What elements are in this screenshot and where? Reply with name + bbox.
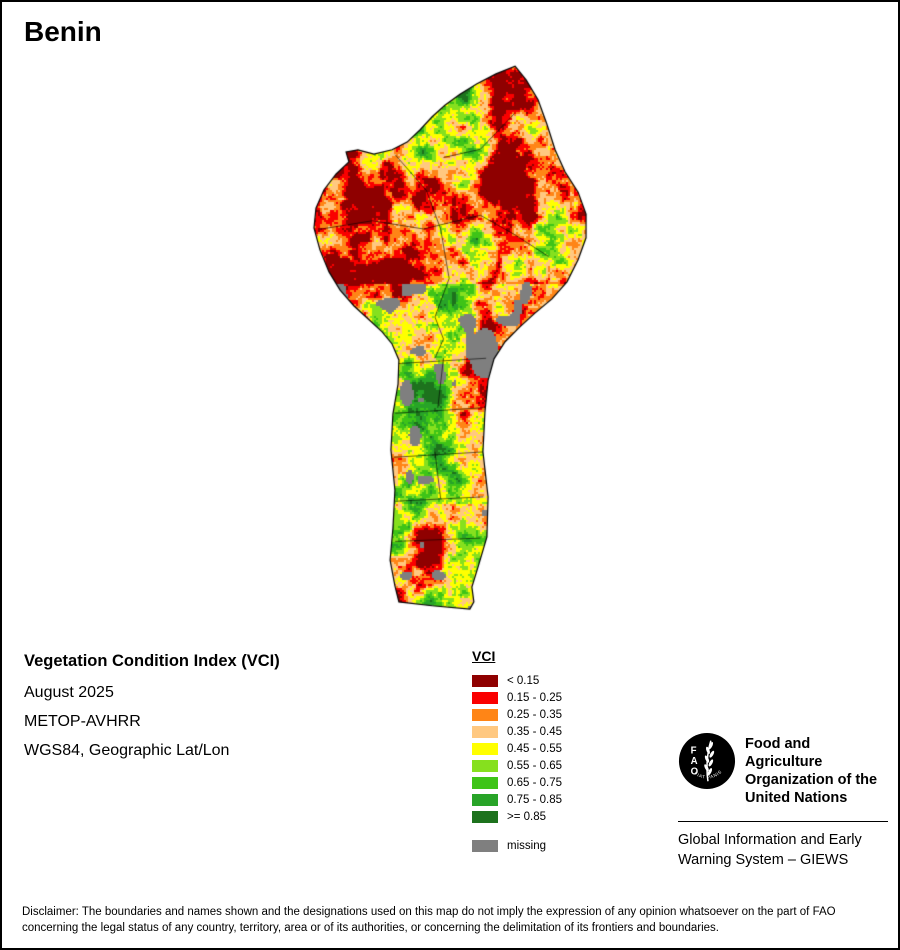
fao-logo-letter: F xyxy=(691,745,697,756)
legend-item: >= 0.85 xyxy=(472,808,562,825)
fao-attribution: F A O FIAT PANIS Food and Agriculture Or… xyxy=(678,732,888,870)
legend-swatch xyxy=(472,839,498,852)
legend-label: 0.65 - 0.75 xyxy=(507,776,562,789)
legend-swatch xyxy=(472,742,498,755)
legend-label: 0.45 - 0.55 xyxy=(507,742,562,755)
fao-logo-letter: O xyxy=(691,767,699,778)
legend-title: VCI xyxy=(472,648,496,664)
legend-label: 0.15 - 0.25 xyxy=(507,691,562,704)
legend-item: 0.55 - 0.65 xyxy=(472,757,562,774)
legend-swatch xyxy=(472,708,498,721)
legend-label: 0.55 - 0.65 xyxy=(507,759,562,772)
legend-swatch xyxy=(472,691,498,704)
projection-name: WGS84, Geographic Lat/Lon xyxy=(24,742,230,759)
legend-label: 0.75 - 0.85 xyxy=(507,793,562,806)
legend-swatch xyxy=(472,810,498,823)
legend-item: 0.15 - 0.25 xyxy=(472,689,562,706)
sensor-name: METOP-AVHRR xyxy=(24,713,141,730)
legend-item: < 0.15 xyxy=(472,672,562,689)
legend-label: >= 0.85 xyxy=(507,810,547,823)
legend-swatch xyxy=(472,725,498,738)
fao-logo-letter: A xyxy=(691,756,698,767)
legend-item: 0.65 - 0.75 xyxy=(472,774,562,791)
legend-item: 0.35 - 0.45 xyxy=(472,723,562,740)
map-date: August 2025 xyxy=(24,684,114,701)
vci-legend: VCI < 0.15 0.15 - 0.25 0.25 - 0.35 0.35 … xyxy=(472,648,562,854)
legend-item: 0.25 - 0.35 xyxy=(472,706,562,723)
map-metadata: Vegetation Condition Index (VCI) August … xyxy=(24,652,280,771)
legend-label: missing xyxy=(507,839,546,852)
benin-vci-map xyxy=(310,64,594,614)
legend-swatch xyxy=(472,776,498,789)
fao-org-name: Food and Agriculture Organization of the… xyxy=(745,736,878,806)
disclaimer-text: Disclaimer: The boundaries and names sho… xyxy=(22,906,836,934)
legend-item: 0.75 - 0.85 xyxy=(472,791,562,808)
legend-swatch xyxy=(472,674,498,687)
legend-swatch xyxy=(472,759,498,772)
page-title: Benin xyxy=(24,16,102,47)
legend-label: 0.25 - 0.35 xyxy=(507,708,562,721)
legend-swatch xyxy=(472,793,498,806)
fao-logo-icon: F A O FIAT PANIS xyxy=(678,732,736,790)
product-name: Vegetation Condition Index (VCI) xyxy=(24,652,280,670)
legend-item: 0.45 - 0.55 xyxy=(472,740,562,757)
footer-divider xyxy=(678,821,888,822)
legend-item-missing: missing xyxy=(472,837,562,854)
giews-name: Global Information and Early Warning Sys… xyxy=(678,832,862,868)
legend-label: 0.35 - 0.45 xyxy=(507,725,562,738)
legend-label: < 0.15 xyxy=(507,674,540,687)
